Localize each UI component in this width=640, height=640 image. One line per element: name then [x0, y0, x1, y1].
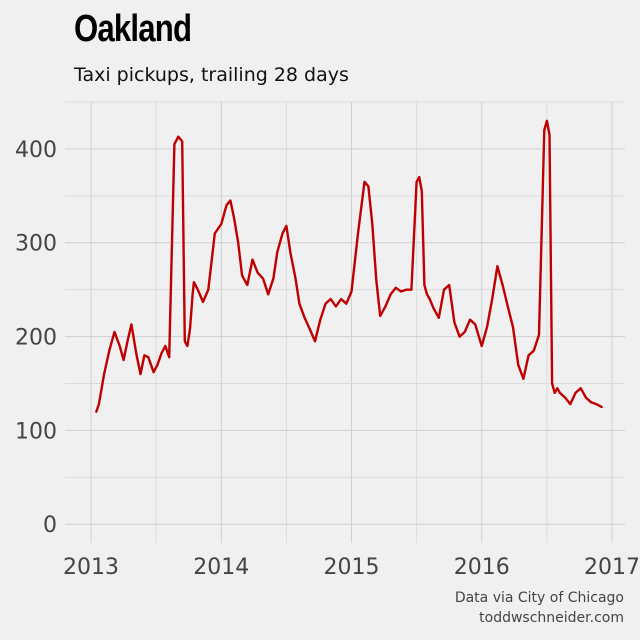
x-axis-tick-labels: 2013 2014 2015 2016 2017 [63, 555, 640, 580]
y-tick-label: 400 [15, 138, 57, 163]
source-line-site: toddwschneider.com [479, 610, 624, 626]
chart-subtitle: Taxi pickups, trailing 28 days [74, 64, 349, 86]
x-tick-label: 2016 [454, 555, 510, 580]
y-tick-label: 300 [15, 232, 57, 257]
y-tick-label: 200 [15, 326, 57, 351]
y-tick-label: 0 [43, 513, 57, 538]
series-lines [95, 119, 603, 413]
x-tick-label: 2015 [324, 555, 380, 580]
x-tick-label: 2014 [193, 555, 249, 580]
y-axis-tick-labels: 0 100 200 300 400 [15, 138, 57, 538]
source-line-data: Data via City of Chicago [454, 590, 624, 606]
series-line [95, 119, 603, 413]
grid-lines [65, 101, 625, 543]
x-tick-label: 2013 [63, 555, 119, 580]
x-tick-label: 2017 [584, 555, 640, 580]
y-tick-label: 100 [15, 419, 57, 444]
source-note: Data via City of Chicago toddwschneider.… [455, 588, 624, 628]
chart-title: Oakland [74, 8, 192, 50]
